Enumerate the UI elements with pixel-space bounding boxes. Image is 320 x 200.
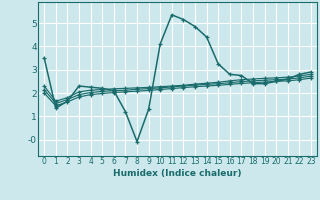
X-axis label: Humidex (Indice chaleur): Humidex (Indice chaleur) [113, 169, 242, 178]
